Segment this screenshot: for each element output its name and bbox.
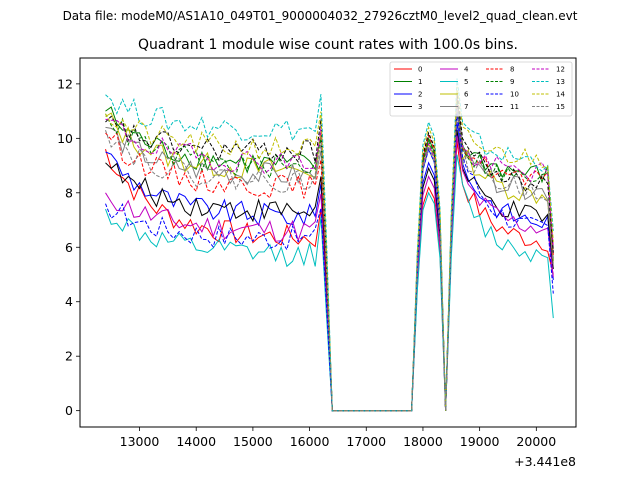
- suptitle: Data file: modeM0/AS1A10_049T01_90000040…: [63, 9, 578, 23]
- series-line-14: [105, 86, 554, 412]
- legend-label-1: 1: [418, 78, 422, 86]
- x-tick-label: 20000: [516, 434, 556, 449]
- legend-label-15: 15: [556, 103, 565, 111]
- legend-label-9: 9: [510, 78, 514, 86]
- x-tick-label: 13000: [120, 434, 160, 449]
- x-tick-label: 16000: [290, 434, 330, 449]
- y-tick-label: 4: [65, 294, 73, 309]
- legend-label-8: 8: [510, 66, 514, 74]
- legend-label-12: 12: [556, 66, 565, 74]
- series-line-11: [105, 91, 554, 412]
- legend-label-14: 14: [556, 91, 565, 99]
- series-line-6: [105, 102, 554, 412]
- series-line-3: [105, 130, 554, 412]
- y-axis: 0 2 4 6 8 10 12: [57, 76, 80, 418]
- legend-label-10: 10: [510, 91, 519, 99]
- series-line-0: [105, 141, 554, 412]
- y-tick-label: 2: [65, 349, 73, 364]
- series-line-13: [105, 78, 554, 412]
- legend-label-0: 0: [418, 66, 422, 74]
- series-line-5: [105, 154, 554, 412]
- legend-label-5: 5: [464, 78, 468, 86]
- y-tick-label: 0: [65, 403, 73, 418]
- y-tick-label: 10: [57, 131, 73, 146]
- legend-label-6: 6: [464, 91, 469, 99]
- plot-lines: [105, 78, 554, 412]
- series-line-2: [105, 121, 554, 412]
- y-tick-label: 8: [65, 185, 73, 200]
- x-tick-label: 15000: [233, 434, 273, 449]
- series-line-15: [105, 108, 554, 412]
- legend-label-7: 7: [464, 103, 468, 111]
- series-line-10: [105, 111, 554, 412]
- y-tick-label: 6: [65, 240, 73, 255]
- x-tick-label: 17000: [346, 434, 386, 449]
- legend-label-4: 4: [464, 66, 469, 74]
- legend-label-3: 3: [418, 103, 422, 111]
- x-tick-label: 19000: [460, 434, 500, 449]
- legend-label-2: 2: [418, 91, 422, 99]
- axes-frame: [79, 57, 577, 428]
- series-line-12: [105, 105, 554, 412]
- legend-label-11: 11: [510, 103, 519, 111]
- x-tick-label: 14000: [176, 434, 216, 449]
- x-offset-label: +3.441e8: [514, 454, 576, 469]
- series-line-1: [105, 97, 554, 412]
- y-tick-label: 12: [57, 76, 73, 91]
- x-tick-label: 18000: [403, 434, 443, 449]
- chart-title: Quadrant 1 module wise count rates with …: [138, 37, 518, 53]
- series-line-8: [105, 94, 554, 412]
- series-line-4: [105, 135, 554, 412]
- legend-label-13: 13: [556, 78, 565, 86]
- legend-box: [389, 61, 573, 117]
- x-axis: 13000 14000 15000 16000 17000 18000 19000 20000: [120, 427, 556, 449]
